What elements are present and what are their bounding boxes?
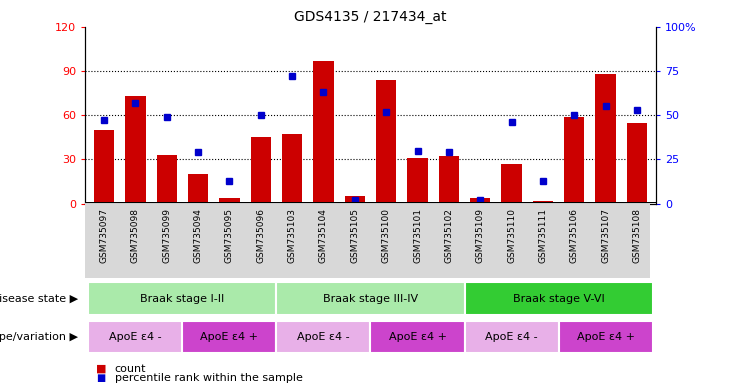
FancyBboxPatch shape — [182, 321, 276, 353]
Text: GSM735103: GSM735103 — [288, 208, 296, 263]
Text: ApoE ε4 +: ApoE ε4 + — [200, 332, 259, 342]
Text: GSM735100: GSM735100 — [382, 208, 391, 263]
Text: GSM735108: GSM735108 — [633, 208, 642, 263]
Text: GSM735104: GSM735104 — [319, 208, 328, 263]
Text: ApoE ε4 +: ApoE ε4 + — [388, 332, 447, 342]
Bar — [219, 198, 239, 204]
Text: GSM735106: GSM735106 — [570, 208, 579, 263]
Bar — [470, 198, 491, 204]
Text: GSM735107: GSM735107 — [601, 208, 610, 263]
FancyBboxPatch shape — [465, 282, 653, 315]
FancyBboxPatch shape — [465, 321, 559, 353]
Text: GSM735095: GSM735095 — [225, 208, 234, 263]
Bar — [345, 196, 365, 204]
Text: ■: ■ — [96, 364, 107, 374]
Text: GSM735109: GSM735109 — [476, 208, 485, 263]
Text: GSM735096: GSM735096 — [256, 208, 265, 263]
Bar — [376, 80, 396, 204]
Text: GSM735105: GSM735105 — [350, 208, 359, 263]
Text: ApoE ε4 -: ApoE ε4 - — [109, 332, 162, 342]
FancyBboxPatch shape — [85, 202, 650, 278]
Text: GSM735111: GSM735111 — [539, 208, 548, 263]
Bar — [533, 200, 553, 204]
Text: percentile rank within the sample: percentile rank within the sample — [115, 373, 303, 383]
FancyBboxPatch shape — [276, 282, 465, 315]
Bar — [564, 117, 585, 204]
FancyBboxPatch shape — [88, 282, 276, 315]
Bar — [188, 174, 208, 204]
Bar — [439, 156, 459, 204]
Text: GSM735101: GSM735101 — [413, 208, 422, 263]
Text: count: count — [115, 364, 147, 374]
Text: GSM735102: GSM735102 — [445, 208, 453, 263]
Text: disease state ▶: disease state ▶ — [0, 293, 78, 304]
Bar — [408, 158, 428, 204]
Text: ApoE ε4 -: ApoE ε4 - — [485, 332, 538, 342]
Text: ApoE ε4 +: ApoE ε4 + — [576, 332, 634, 342]
Text: genotype/variation ▶: genotype/variation ▶ — [0, 332, 78, 342]
Bar — [94, 130, 114, 204]
Text: Braak stage I-II: Braak stage I-II — [140, 293, 225, 304]
Text: Braak stage V-VI: Braak stage V-VI — [513, 293, 605, 304]
FancyBboxPatch shape — [88, 321, 182, 353]
Bar — [156, 155, 177, 204]
FancyBboxPatch shape — [370, 321, 465, 353]
Bar — [596, 74, 616, 204]
Bar — [250, 137, 271, 204]
Text: ■: ■ — [96, 373, 105, 383]
Text: GSM735098: GSM735098 — [131, 208, 140, 263]
Text: ApoE ε4 -: ApoE ε4 - — [297, 332, 350, 342]
Bar — [125, 96, 145, 204]
Text: GSM735099: GSM735099 — [162, 208, 171, 263]
FancyBboxPatch shape — [276, 321, 370, 353]
FancyBboxPatch shape — [559, 321, 653, 353]
Title: GDS4135 / 217434_at: GDS4135 / 217434_at — [294, 10, 447, 25]
Text: GSM735094: GSM735094 — [193, 208, 202, 263]
Bar — [313, 61, 333, 204]
Text: GSM735110: GSM735110 — [507, 208, 516, 263]
Bar — [502, 164, 522, 204]
Text: GSM735097: GSM735097 — [99, 208, 108, 263]
Bar — [282, 134, 302, 204]
Bar — [627, 122, 647, 204]
Text: Braak stage III-IV: Braak stage III-IV — [323, 293, 418, 304]
